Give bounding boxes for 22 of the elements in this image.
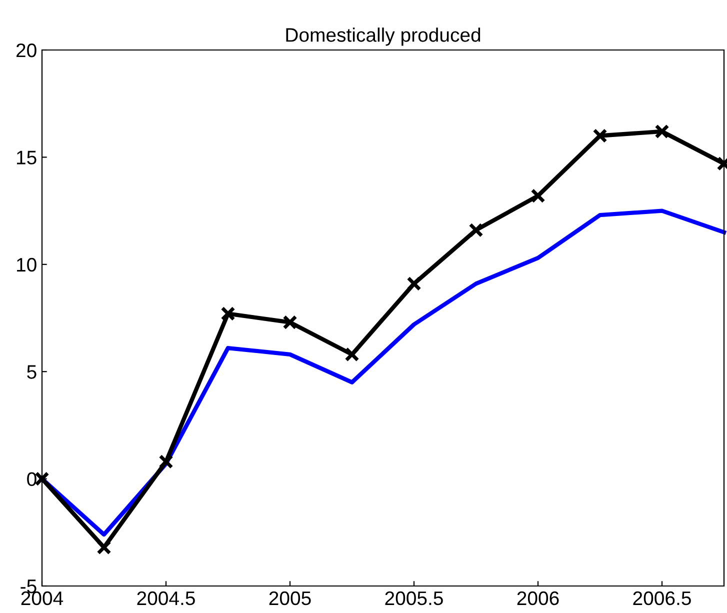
point [406,276,422,291]
chart-title: Domestically produced [286,28,480,46]
point [282,314,298,330]
x-tick-label: 2005 [269,591,311,606]
x-tick-label: 2005.5 [385,591,443,606]
x-tick-label: 2004.5 [137,591,195,606]
point [592,128,608,144]
y-tick-label: 0 [27,472,36,486]
point [220,306,236,322]
y-tick-label: 5 [27,365,36,379]
point [530,188,546,204]
y-tick-label: -5 [20,580,36,594]
x-tick-label: 2004 [21,591,64,606]
point [468,222,484,238]
x-tick-label: 2006.5 [633,591,691,606]
y-tick-label: 10 [16,258,36,272]
point [654,124,670,139]
y-tick-label: 20 [16,43,36,58]
x-tick-label: 2006 [517,591,559,606]
point [158,454,174,469]
point [344,347,360,362]
y-tick-label: 15 [16,150,36,164]
